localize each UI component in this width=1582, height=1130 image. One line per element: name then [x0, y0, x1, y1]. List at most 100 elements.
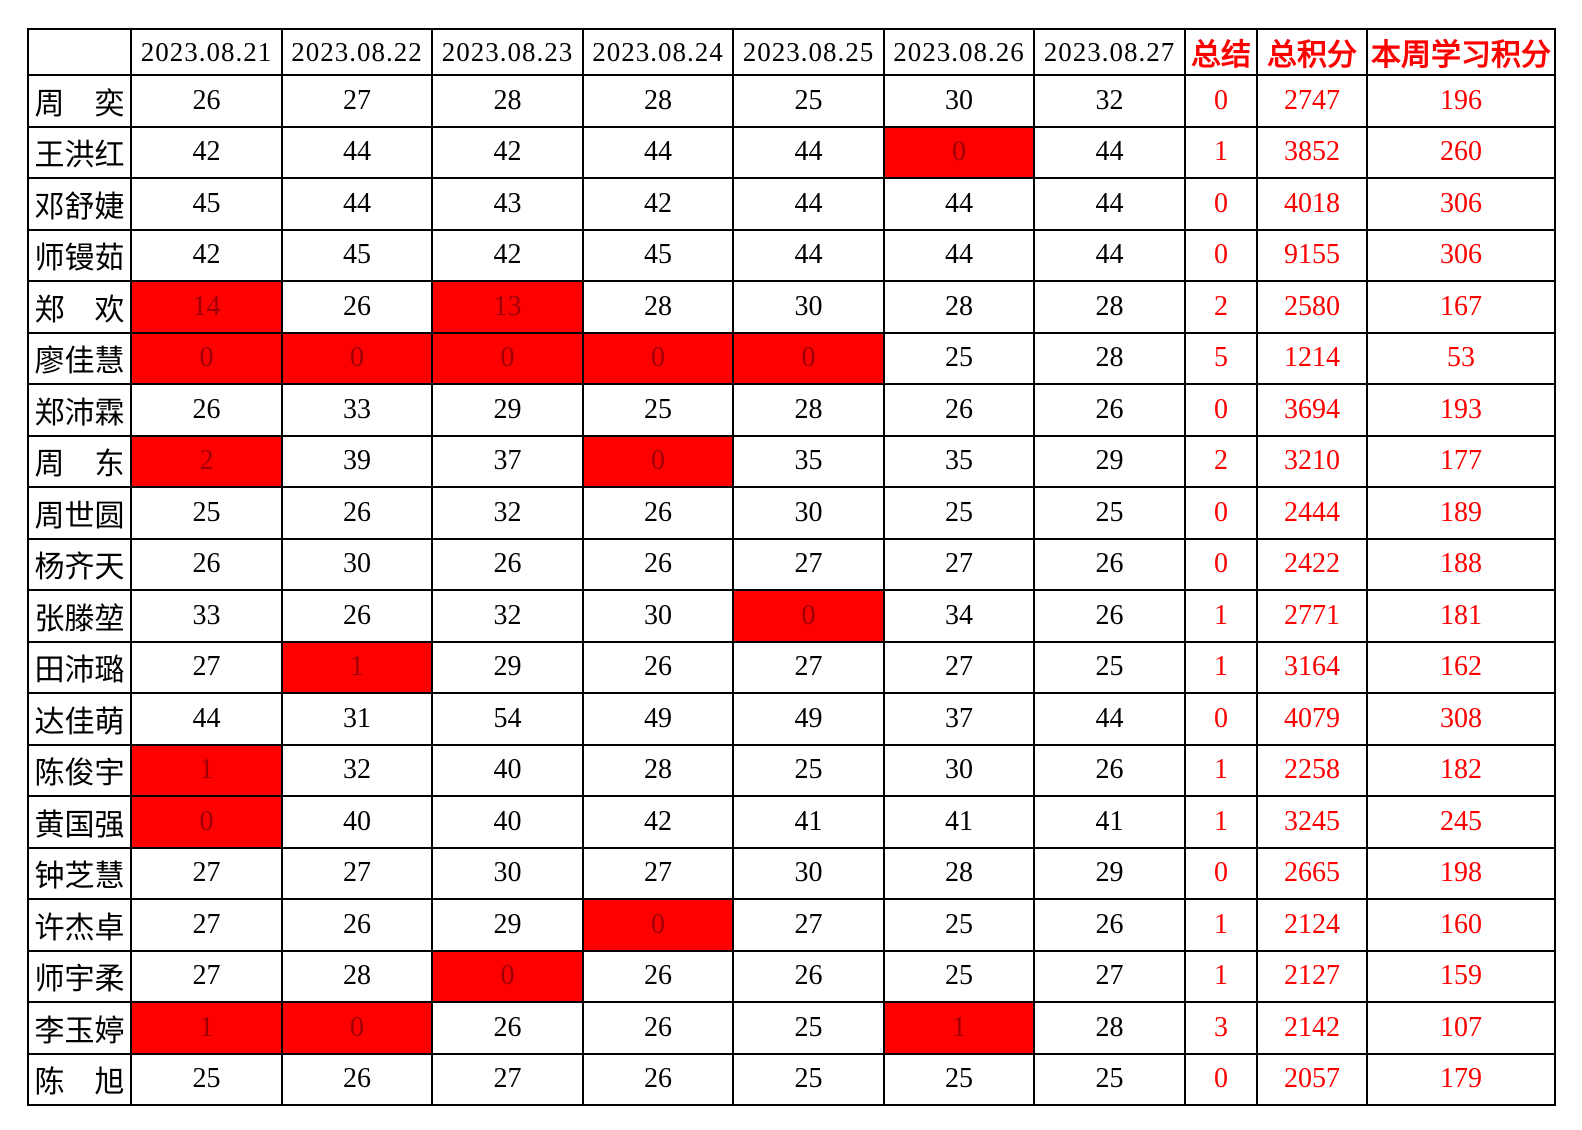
day-score-cell: 0 — [281, 1001, 433, 1055]
day-score-cell: 25 — [883, 898, 1035, 952]
corner-cell — [27, 28, 132, 76]
total-points: 2771 — [1256, 589, 1368, 643]
day-score-cell: 32 — [431, 486, 584, 540]
day-score-cell: 0 — [130, 795, 283, 849]
day-score-cell: 44 — [732, 228, 885, 282]
summary-count: 5 — [1184, 331, 1258, 385]
day-score-cell: 27 — [130, 949, 283, 1003]
day-score-cell: 29 — [1033, 846, 1186, 900]
week-points: 306 — [1366, 228, 1556, 282]
date-header-4: 2023.08.24 — [582, 28, 734, 76]
summary-count: 1 — [1184, 795, 1258, 849]
date-header-7: 2023.08.27 — [1033, 28, 1186, 76]
day-score-cell: 42 — [431, 125, 584, 179]
day-score-cell: 44 — [883, 228, 1035, 282]
week-points: 260 — [1366, 125, 1556, 179]
day-score-cell: 26 — [732, 949, 885, 1003]
summary-count: 1 — [1184, 898, 1258, 952]
student-name: 郑沛霖 — [27, 383, 132, 437]
day-score-cell: 37 — [883, 692, 1035, 746]
day-score-cell: 42 — [582, 177, 734, 231]
day-score-cell: 27 — [732, 640, 885, 694]
day-score-cell: 25 — [130, 1052, 283, 1106]
day-score-cell: 26 — [582, 537, 734, 591]
week-points: 193 — [1366, 383, 1556, 437]
day-score-cell: 25 — [732, 1001, 885, 1055]
day-score-cell: 41 — [883, 795, 1035, 849]
day-score-cell: 25 — [883, 1052, 1035, 1106]
day-score-cell: 28 — [1033, 1001, 1186, 1055]
week-points: 167 — [1366, 280, 1556, 334]
header-row: 2023.08.21 2023.08.22 2023.08.23 2023.08… — [27, 28, 1556, 76]
day-score-cell: 25 — [1033, 640, 1186, 694]
day-score-cell: 29 — [431, 640, 584, 694]
day-score-cell: 26 — [1033, 589, 1186, 643]
summary-count: 0 — [1184, 692, 1258, 746]
day-score-cell: 30 — [582, 589, 734, 643]
week-points: 198 — [1366, 846, 1556, 900]
day-score-cell: 25 — [732, 74, 885, 128]
day-score-cell: 26 — [1033, 898, 1186, 952]
day-score-cell: 30 — [732, 280, 885, 334]
summary-count: 0 — [1184, 537, 1258, 591]
table-row: 郑 欢 14 26 13 28 30 28 28 2 2580 167 — [27, 280, 1556, 334]
day-score-cell: 27 — [130, 898, 283, 952]
date-header-1: 2023.08.21 — [130, 28, 283, 76]
day-score-cell: 44 — [130, 692, 283, 746]
day-score-cell: 33 — [130, 589, 283, 643]
week-points: 306 — [1366, 177, 1556, 231]
table-row: 陈 旭 25 26 27 26 25 25 25 0 2057 179 — [27, 1052, 1556, 1106]
day-score-cell: 0 — [130, 331, 283, 385]
summary-count: 1 — [1184, 743, 1258, 797]
day-score-cell: 26 — [281, 486, 433, 540]
day-score-cell: 25 — [130, 486, 283, 540]
summary-count: 1 — [1184, 589, 1258, 643]
summary-count: 2 — [1184, 434, 1258, 488]
student-name: 黄国强 — [27, 795, 132, 849]
week-points: 189 — [1366, 486, 1556, 540]
total-points: 3210 — [1256, 434, 1368, 488]
day-score-cell: 26 — [130, 74, 283, 128]
table-row: 周 东 2 39 37 0 35 35 29 2 3210 177 — [27, 434, 1556, 488]
day-score-cell: 25 — [883, 331, 1035, 385]
week-points: 188 — [1366, 537, 1556, 591]
day-score-cell: 44 — [1033, 125, 1186, 179]
day-score-cell: 26 — [281, 280, 433, 334]
week-points: 179 — [1366, 1052, 1556, 1106]
day-score-cell: 44 — [1033, 228, 1186, 282]
day-score-cell: 41 — [1033, 795, 1186, 849]
student-name: 陈俊宇 — [27, 743, 132, 797]
day-score-cell: 1 — [281, 640, 433, 694]
week-points: 159 — [1366, 949, 1556, 1003]
day-score-cell: 33 — [281, 383, 433, 437]
week-points: 162 — [1366, 640, 1556, 694]
week-points: 308 — [1366, 692, 1556, 746]
day-score-cell: 26 — [582, 1001, 734, 1055]
table-row: 张滕堃 33 26 32 30 0 34 26 1 2771 181 — [27, 589, 1556, 643]
total-points-header: 总积分 — [1256, 28, 1368, 76]
day-score-cell: 43 — [431, 177, 584, 231]
day-score-cell: 26 — [582, 486, 734, 540]
student-name: 李玉婷 — [27, 1001, 132, 1055]
day-score-cell: 25 — [582, 383, 734, 437]
day-score-cell: 0 — [732, 589, 885, 643]
week-points: 181 — [1366, 589, 1556, 643]
table-row: 达佳萌 44 31 54 49 49 37 44 0 4079 308 — [27, 692, 1556, 746]
student-name: 邓舒婕 — [27, 177, 132, 231]
total-points: 4018 — [1256, 177, 1368, 231]
table-row: 周世圆 25 26 32 26 30 25 25 0 2444 189 — [27, 486, 1556, 540]
day-score-cell: 27 — [582, 846, 734, 900]
score-sheet: 2023.08.21 2023.08.22 2023.08.23 2023.08… — [27, 28, 1556, 1106]
day-score-cell: 42 — [130, 125, 283, 179]
day-score-cell: 26 — [130, 383, 283, 437]
student-name: 达佳萌 — [27, 692, 132, 746]
summary-count: 0 — [1184, 383, 1258, 437]
day-score-cell: 25 — [732, 1052, 885, 1106]
day-score-cell: 42 — [582, 795, 734, 849]
student-name: 师镘茹 — [27, 228, 132, 282]
day-score-cell: 30 — [281, 537, 433, 591]
week-points: 182 — [1366, 743, 1556, 797]
table-body: 周 奕 26 27 28 28 25 30 32 0 2747 196 王洪红 … — [27, 74, 1556, 1106]
day-score-cell: 44 — [732, 177, 885, 231]
total-points: 3164 — [1256, 640, 1368, 694]
